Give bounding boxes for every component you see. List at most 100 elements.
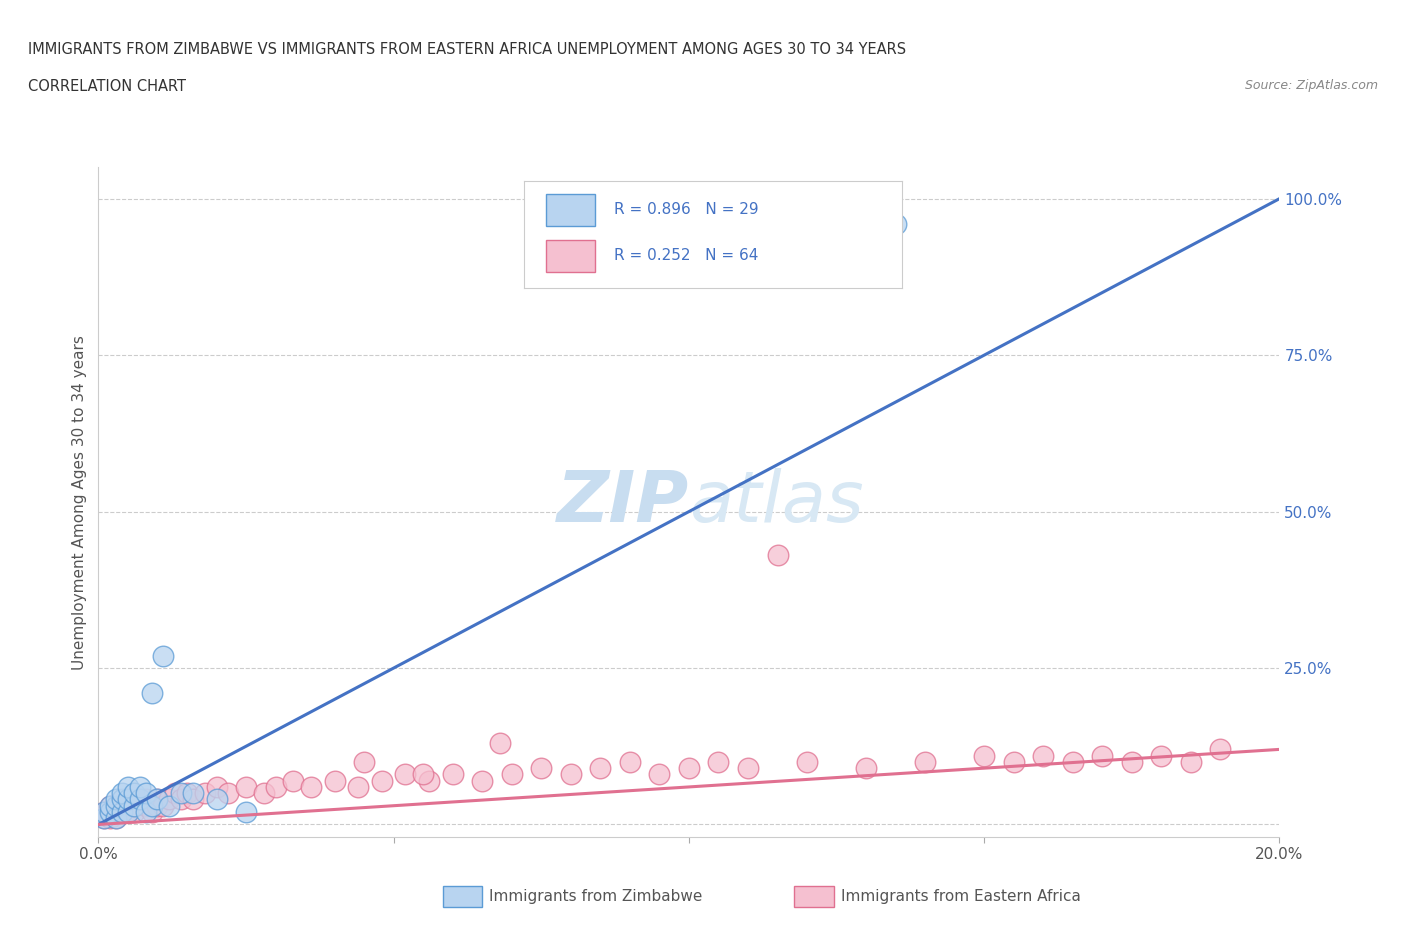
Point [412,767,434,782]
Point [855,761,877,776]
Point [489,736,512,751]
Text: Immigrants from Eastern Africa: Immigrants from Eastern Africa [841,889,1081,904]
Point [1121,754,1143,769]
Point [560,767,582,782]
Point [1091,749,1114,764]
Point [111,804,134,819]
Text: Immigrants from Zimbabwe: Immigrants from Zimbabwe [489,889,703,904]
Point [117,798,139,813]
Point [766,548,789,563]
Point [128,779,150,794]
Point [253,786,276,801]
Point [323,773,346,788]
Point [128,792,150,807]
Point [648,767,671,782]
Point [146,798,169,813]
Point [619,754,641,769]
Point [796,754,818,769]
Point [181,792,204,807]
Point [105,798,128,813]
Point [1150,749,1173,764]
Point [299,779,322,794]
Point [122,798,145,813]
Point [217,786,239,801]
Point [98,804,121,819]
Point [707,754,730,769]
Text: atlas: atlas [689,468,863,537]
Point [170,786,193,801]
Point [146,792,169,807]
Point [152,798,174,813]
Point [283,773,305,788]
Point [264,779,287,794]
Point [181,786,204,801]
Point [1209,742,1232,757]
Point [501,767,523,782]
Point [117,804,139,819]
Point [471,773,494,788]
Point [93,811,115,826]
Point [235,804,257,819]
Point [117,779,139,794]
Point [973,749,995,764]
Point [105,811,128,826]
Point [589,761,612,776]
Point [135,786,157,801]
Point [135,804,157,819]
Point [111,804,134,819]
Point [678,761,700,776]
Point [122,804,145,819]
Point [122,786,145,801]
Point [105,804,128,819]
Point [157,798,180,813]
Point [98,798,121,813]
Point [141,804,163,819]
Point [205,792,228,807]
Point [111,792,134,807]
Point [135,792,157,807]
Point [884,217,907,232]
Point [93,811,115,826]
Point [157,792,180,807]
Point [1180,754,1202,769]
Point [98,798,121,813]
Text: CORRELATION CHART: CORRELATION CHART [28,79,186,94]
Point [105,792,128,807]
Point [105,811,128,826]
Point [441,767,464,782]
Point [98,811,121,826]
Point [135,798,157,813]
Point [347,779,370,794]
Point [194,786,217,801]
Point [1062,754,1084,769]
Point [394,767,416,782]
Text: ZIP: ZIP [557,468,689,537]
Point [371,773,394,788]
Point [235,779,257,794]
Point [170,792,193,807]
Point [530,761,553,776]
Point [128,792,150,807]
Point [141,798,163,813]
Point [152,648,174,663]
Point [1032,749,1054,764]
Point [93,804,115,819]
Point [117,792,139,807]
Text: IMMIGRANTS FROM ZIMBABWE VS IMMIGRANTS FROM EASTERN AFRICA UNEMPLOYMENT AMONG AG: IMMIGRANTS FROM ZIMBABWE VS IMMIGRANTS F… [28,42,907,57]
Point [93,804,115,819]
Point [914,754,936,769]
Point [111,786,134,801]
Point [353,754,375,769]
Point [737,761,759,776]
Point [122,798,145,813]
Point [418,773,440,788]
Point [141,685,163,700]
Point [1002,754,1025,769]
Point [117,804,139,819]
Text: Source: ZipAtlas.com: Source: ZipAtlas.com [1244,79,1378,92]
Y-axis label: Unemployment Among Ages 30 to 34 years: Unemployment Among Ages 30 to 34 years [72,335,87,670]
Point [205,779,228,794]
Point [176,786,198,801]
Point [146,792,169,807]
Point [165,786,187,801]
